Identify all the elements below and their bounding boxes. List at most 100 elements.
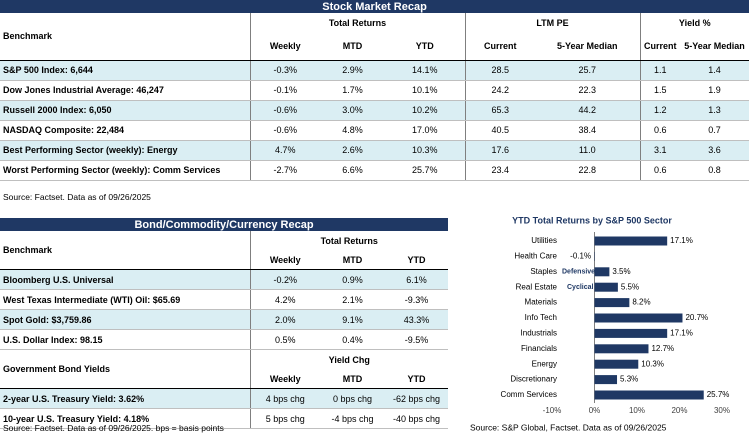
cell: -0.2% [249, 269, 320, 290]
column-header: 5-Year Median [535, 32, 640, 61]
cell: 22.8 [535, 160, 640, 181]
column-header: Weekly [249, 32, 320, 61]
row-label: 10-year U.S. Treasury Yield: 4.18% [0, 408, 250, 429]
row: NASDAQ Composite: 22,484 -0.6% 4.8% 17.0% 40… [0, 120, 750, 141]
value-label: 25.7% [707, 390, 730, 399]
bar [594, 390, 704, 400]
row: West Texas Intermediate (WTI) Oil: $65.6… [0, 289, 449, 310]
cell: 14.1% [385, 60, 465, 81]
row: Weekly MTD YTD [0, 250, 449, 270]
annotation: Defensive [562, 269, 595, 276]
category-label: Financials [521, 344, 557, 353]
value-label: 12.7% [651, 344, 674, 353]
bar [594, 328, 668, 338]
cell: 9.1% [320, 309, 385, 330]
cell: 25.7% [385, 160, 465, 181]
value-label: 5.3% [620, 375, 638, 384]
column-header: Current [639, 32, 680, 61]
cell: -2.7% [249, 160, 320, 181]
row-label: NASDAQ Composite: 22,484 [0, 120, 250, 141]
value-label: 20.7% [685, 313, 708, 322]
cell: 1.1 [639, 60, 680, 81]
cell: 6.6% [320, 160, 385, 181]
header-benchmark: Benchmark [0, 13, 250, 61]
cell: 25.7 [535, 60, 640, 81]
cell: 5 bps chg [249, 408, 320, 429]
category-label: Real Estate [516, 282, 558, 291]
row: Best Performing Sector (weekly): Energy 4… [0, 140, 750, 161]
bond-source: Source: Factset. Data as of 09/26/2025. … [3, 423, 224, 433]
row-label: Russell 2000 Index: 6,050 [0, 100, 250, 121]
row-label: S&P 500 Index: 6,644 [0, 60, 250, 81]
row: 2-year U.S. Treasury Yield: 3.62% 4 bps c… [0, 388, 449, 409]
column-header: YTD [385, 250, 449, 270]
row: S&P 500 Index: 6,644 -0.3% 2.9% 14.1% 28.5 25… [0, 60, 750, 81]
row: Bloomberg U.S. Universal -0.2% 0.9% 6.1% [0, 269, 449, 290]
row: Weekly MTD YTD [0, 369, 449, 389]
row-label: Worst Performing Sector (weekly): Comm S… [0, 160, 250, 181]
category-label: Info Tech [525, 313, 557, 322]
chart-title: YTD Total Returns by S&P 500 Sector [512, 215, 672, 225]
row: 10-year U.S. Treasury Yield: 4.18% 5 bps … [0, 408, 449, 429]
value-label: 17.1% [670, 329, 693, 338]
cell: 0.4% [320, 329, 385, 350]
row-label: Dow Jones Industrial Average: 46,247 [0, 80, 250, 101]
bar [594, 375, 618, 385]
cell: 22.3 [535, 80, 640, 101]
row: Russell 2000 Index: 6,050 -0.6% 3.0% 10.2% 6… [0, 100, 750, 121]
cell: -0.3% [249, 60, 320, 81]
cell: -9.3% [385, 289, 449, 310]
row-label: Bloomberg U.S. Universal [0, 269, 250, 290]
bond-table: Bond/Commodity/Currency Recap Benchmark To… [0, 218, 449, 429]
bar [594, 298, 630, 308]
table-title: Bond/Commodity/Currency Recap [0, 218, 449, 231]
cell: 4.8% [320, 120, 385, 141]
cell: 0.6 [639, 120, 680, 141]
row: U.S. Dollar Index: 98.15 0.5% 0.4% -9.5% [0, 329, 449, 350]
cell: 40.5 [464, 120, 535, 141]
bar [594, 359, 639, 369]
column-header: MTD [320, 32, 385, 61]
category-label: Materials [525, 298, 557, 307]
row: Dow Jones Industrial Average: 46,247 -0.1… [0, 80, 750, 101]
cell: 4.2% [249, 289, 320, 310]
row: Benchmark Total Returns LTM PE Yield % [0, 13, 750, 61]
cell: -9.5% [385, 329, 449, 350]
cell: 1.9 [680, 80, 750, 101]
chart: YTD Total Returns by S&P 500 Sector -10% 0… [470, 215, 730, 432]
column-header: Weekly [249, 369, 320, 389]
row: Spot Gold: $3,759.86 2.0% 9.1% 43.3% [0, 309, 449, 330]
cell: 0.6 [639, 160, 680, 181]
bar [594, 282, 618, 292]
cell: 3.0% [320, 100, 385, 121]
row-label: Spot Gold: $3,759.86 [0, 309, 250, 330]
row: Bond/Commodity/Currency Recap [0, 218, 449, 231]
category-label: Industrials [521, 329, 557, 338]
row-label: West Texas Intermediate (WTI) Oil: $65.6… [0, 289, 250, 310]
value-label: 17.1% [670, 236, 693, 245]
annotation: Cyclical [567, 284, 594, 291]
header-benchmark: Benchmark [0, 231, 250, 270]
cell: 0.7 [680, 120, 750, 141]
cell: -62 bps chg [385, 388, 449, 409]
cell: 10.3% [385, 140, 465, 161]
row-label: Best Performing Sector (weekly): Energy [0, 140, 250, 161]
cell: 2.6% [320, 140, 385, 161]
category-label: Energy [532, 359, 557, 368]
category-label: Utilities [531, 236, 557, 245]
bar [594, 344, 649, 354]
cell: -40 bps chg [385, 408, 449, 429]
chart-source: Source: S&P Global, Factset. Data as of … [470, 422, 667, 432]
value-label: 5.5% [621, 282, 639, 291]
category-label: Comm Services [501, 390, 557, 399]
cell: 0 bps chg [320, 388, 385, 409]
group-header: Total Returns [249, 231, 449, 250]
cell: 3.1 [639, 140, 680, 161]
cell: 6.1% [385, 269, 449, 290]
x-tick-label: 30% [714, 406, 730, 415]
row-label: 2-year U.S. Treasury Yield: 3.62% [0, 388, 250, 409]
column-header: YTD [385, 32, 465, 61]
category-label: Staples [530, 267, 557, 276]
x-tick-label: -10% [543, 406, 562, 415]
group-header: Yield % [639, 13, 750, 32]
